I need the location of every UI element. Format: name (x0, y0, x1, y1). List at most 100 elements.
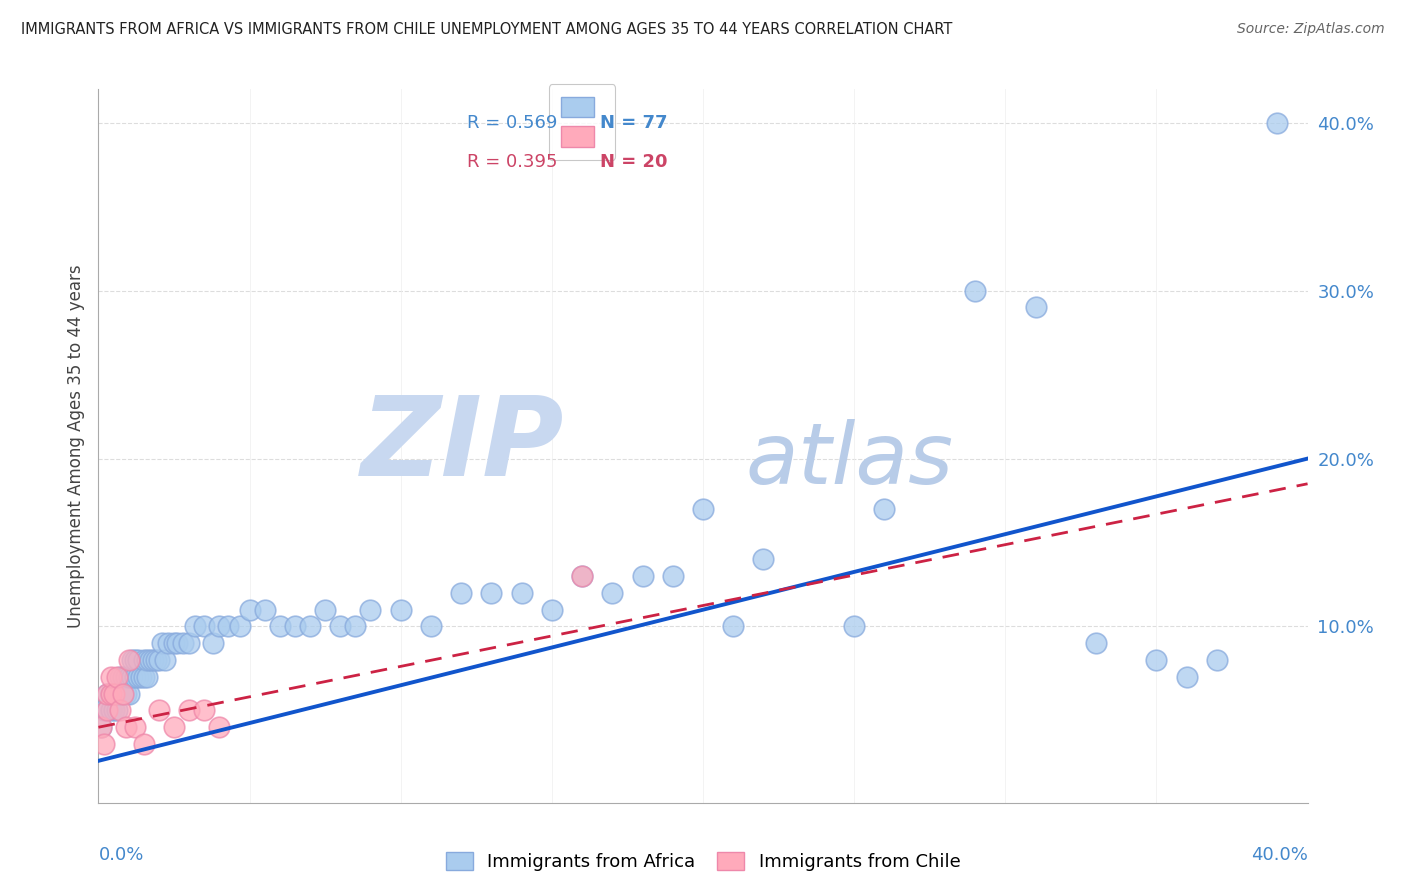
Point (166, 636, 188, 650)
Point (96, 703, 118, 717)
Point (132, 670, 155, 684)
Point (510, 586, 533, 600)
Point (127, 670, 149, 684)
Text: R = 0.395: R = 0.395 (467, 153, 558, 171)
Text: ZIP: ZIP (360, 392, 564, 500)
Point (111, 670, 134, 684)
Point (163, 636, 186, 650)
Point (135, 653, 157, 667)
Point (124, 670, 146, 684)
Point (1267, 116, 1289, 130)
Point (103, 687, 125, 701)
Point (121, 653, 143, 667)
Point (229, 619, 252, 633)
Point (118, 653, 141, 667)
Point (239, 603, 262, 617)
Point (1206, 653, 1229, 667)
Point (217, 619, 239, 633)
Point (450, 586, 472, 600)
Point (132, 737, 155, 751)
Point (114, 720, 136, 734)
Point (344, 619, 367, 633)
Point (96, 687, 118, 701)
Point (127, 653, 149, 667)
Point (103, 703, 125, 717)
Point (965, 284, 987, 298)
Text: 40.0%: 40.0% (1251, 846, 1308, 863)
Point (208, 619, 231, 633)
Text: N = 77: N = 77 (600, 114, 668, 132)
Point (299, 619, 322, 633)
Point (844, 619, 866, 633)
Point (202, 636, 225, 650)
Text: R = 0.569: R = 0.569 (467, 114, 558, 132)
Point (124, 720, 146, 734)
Point (193, 703, 215, 717)
Point (93, 703, 115, 717)
Point (148, 653, 170, 667)
Point (269, 619, 291, 633)
Text: N = 20: N = 20 (600, 153, 668, 171)
Point (420, 619, 443, 633)
Point (135, 670, 157, 684)
Point (284, 619, 307, 633)
Point (179, 703, 201, 717)
Point (329, 619, 352, 633)
Point (692, 502, 714, 516)
Text: atlas: atlas (745, 418, 953, 502)
Point (103, 687, 125, 701)
Point (100, 687, 122, 701)
Legend: , : , (548, 84, 616, 160)
Point (90, 720, 112, 734)
Point (163, 720, 186, 734)
Point (118, 687, 141, 701)
Point (314, 603, 336, 617)
Point (389, 603, 412, 617)
Point (1175, 670, 1198, 684)
Point (96, 687, 118, 701)
Point (93, 737, 115, 751)
Point (121, 670, 143, 684)
Point (105, 687, 128, 701)
Y-axis label: Unemployment Among Ages 35 to 44 years: Unemployment Among Ages 35 to 44 years (66, 264, 84, 628)
Point (105, 703, 128, 717)
Point (481, 586, 503, 600)
Point (139, 653, 162, 667)
Point (1144, 653, 1167, 667)
Point (118, 670, 141, 684)
Point (96, 703, 118, 717)
Text: 0.0%: 0.0% (98, 846, 143, 863)
Point (253, 603, 276, 617)
Point (100, 687, 122, 701)
Point (108, 703, 131, 717)
Point (661, 569, 683, 583)
Point (179, 636, 201, 650)
Point (111, 687, 134, 701)
Point (108, 670, 131, 684)
Point (208, 720, 231, 734)
Point (602, 586, 624, 600)
Point (540, 603, 562, 617)
Point (114, 670, 136, 684)
Point (184, 619, 207, 633)
Point (145, 653, 167, 667)
Point (111, 687, 134, 701)
Point (193, 619, 215, 633)
Point (148, 703, 170, 717)
Point (571, 569, 593, 583)
Point (114, 687, 136, 701)
Point (90, 720, 112, 734)
Point (105, 670, 128, 684)
Point (631, 569, 654, 583)
Point (873, 502, 896, 516)
Text: Source: ZipAtlas.com: Source: ZipAtlas.com (1237, 22, 1385, 37)
Point (150, 636, 173, 650)
Point (571, 569, 593, 583)
Text: IMMIGRANTS FROM AFRICA VS IMMIGRANTS FROM CHILE UNEMPLOYMENT AMONG AGES 35 TO 44: IMMIGRANTS FROM AFRICA VS IMMIGRANTS FRO… (21, 22, 952, 37)
Point (1085, 636, 1108, 650)
Point (172, 636, 194, 650)
Point (723, 619, 745, 633)
Legend: Immigrants from Africa, Immigrants from Chile: Immigrants from Africa, Immigrants from … (439, 845, 967, 879)
Point (142, 653, 165, 667)
Point (360, 603, 382, 617)
